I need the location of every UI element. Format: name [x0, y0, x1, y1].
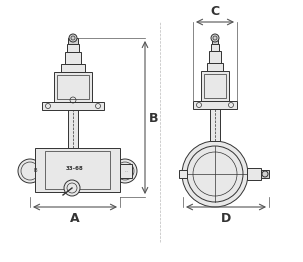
Bar: [68, 110, 78, 148]
Bar: [209, 51, 221, 63]
Text: B: B: [33, 168, 37, 173]
Circle shape: [64, 180, 80, 196]
Circle shape: [262, 171, 268, 177]
Text: A: A: [70, 212, 80, 225]
Bar: [68, 38, 78, 44]
Bar: [211, 44, 219, 51]
Bar: [61, 64, 85, 72]
Bar: [67, 44, 79, 52]
Text: D: D: [221, 212, 231, 225]
Bar: [193, 101, 237, 109]
Bar: [204, 74, 226, 98]
Circle shape: [69, 34, 77, 42]
Circle shape: [211, 34, 219, 42]
Circle shape: [113, 159, 137, 183]
Bar: [57, 75, 89, 99]
Bar: [65, 52, 81, 64]
Bar: [120, 164, 132, 178]
Circle shape: [182, 141, 248, 207]
Bar: [35, 148, 120, 192]
Circle shape: [18, 159, 42, 183]
Bar: [54, 72, 92, 102]
Bar: [212, 38, 218, 44]
Bar: [42, 102, 104, 110]
Text: 33-68: 33-68: [66, 166, 84, 172]
Bar: [207, 63, 223, 71]
Bar: [247, 168, 261, 180]
Bar: [210, 109, 220, 141]
Text: C: C: [211, 5, 220, 18]
Bar: [45, 151, 110, 189]
Text: ...: ...: [124, 169, 128, 173]
Bar: [179, 170, 187, 178]
Bar: [201, 71, 229, 101]
Text: B: B: [149, 112, 158, 124]
Bar: [261, 170, 269, 178]
